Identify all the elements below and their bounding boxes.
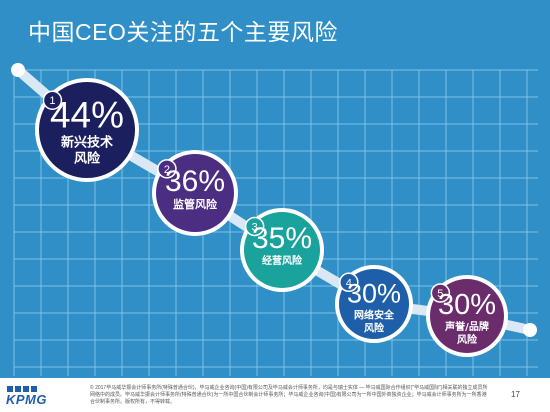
risk-label: 经营风险	[262, 254, 303, 267]
rank-badge	[339, 272, 359, 293]
footer	[0, 378, 550, 412]
rank-number: 4	[346, 277, 352, 289]
risk-label: 风险	[364, 321, 385, 334]
risk-bubble	[39, 82, 135, 178]
risk-value: 44%	[50, 95, 124, 136]
risk-value: 30%	[347, 278, 401, 308]
risk-label: 新兴技术	[61, 135, 113, 151]
rank-number: 3	[252, 221, 258, 233]
page-title: 中国CEO关注的五个主要风险	[28, 19, 338, 45]
risk-label: 网络安全	[354, 308, 395, 321]
slide-panel: 中国CEO关注的五个主要风险 1 44% 新兴技术 风险 2 36% 监管风险 3 35% 经营风…	[0, 0, 550, 378]
rank-badge	[157, 159, 177, 179]
rank-number: 1	[49, 95, 55, 107]
risk-label: 风险	[74, 151, 101, 167]
risk-value: 36%	[165, 165, 225, 198]
kpmg-logo: KPMG	[6, 392, 47, 407]
risk-bubble	[156, 154, 234, 232]
rank-badge	[42, 90, 63, 110]
footer-note: © 2017毕马威华振会计师事务所(特殊普通合伙)，毕马威企业咨询(中国)有限公…	[90, 385, 488, 405]
rank-number: 2	[164, 164, 170, 176]
page-number: 17	[511, 390, 520, 399]
risk-label: 声誉/品牌	[444, 320, 489, 333]
path-end-dot	[523, 323, 537, 337]
kpmg-logo-icon	[7, 386, 37, 392]
rank-badge	[430, 283, 451, 303]
risk-chart: 144%新兴技术风险236%监管风险335%经营风险430%网络安全风险530%…	[11, 63, 538, 376]
path-start-dot	[11, 63, 25, 77]
rank-number: 5	[437, 288, 443, 300]
risk-value: 30%	[438, 289, 496, 321]
risk-value: 35%	[252, 222, 312, 255]
rank-badge	[244, 216, 265, 237]
risk-label: 风险	[457, 333, 478, 346]
risk-label: 监管风险	[173, 197, 218, 211]
